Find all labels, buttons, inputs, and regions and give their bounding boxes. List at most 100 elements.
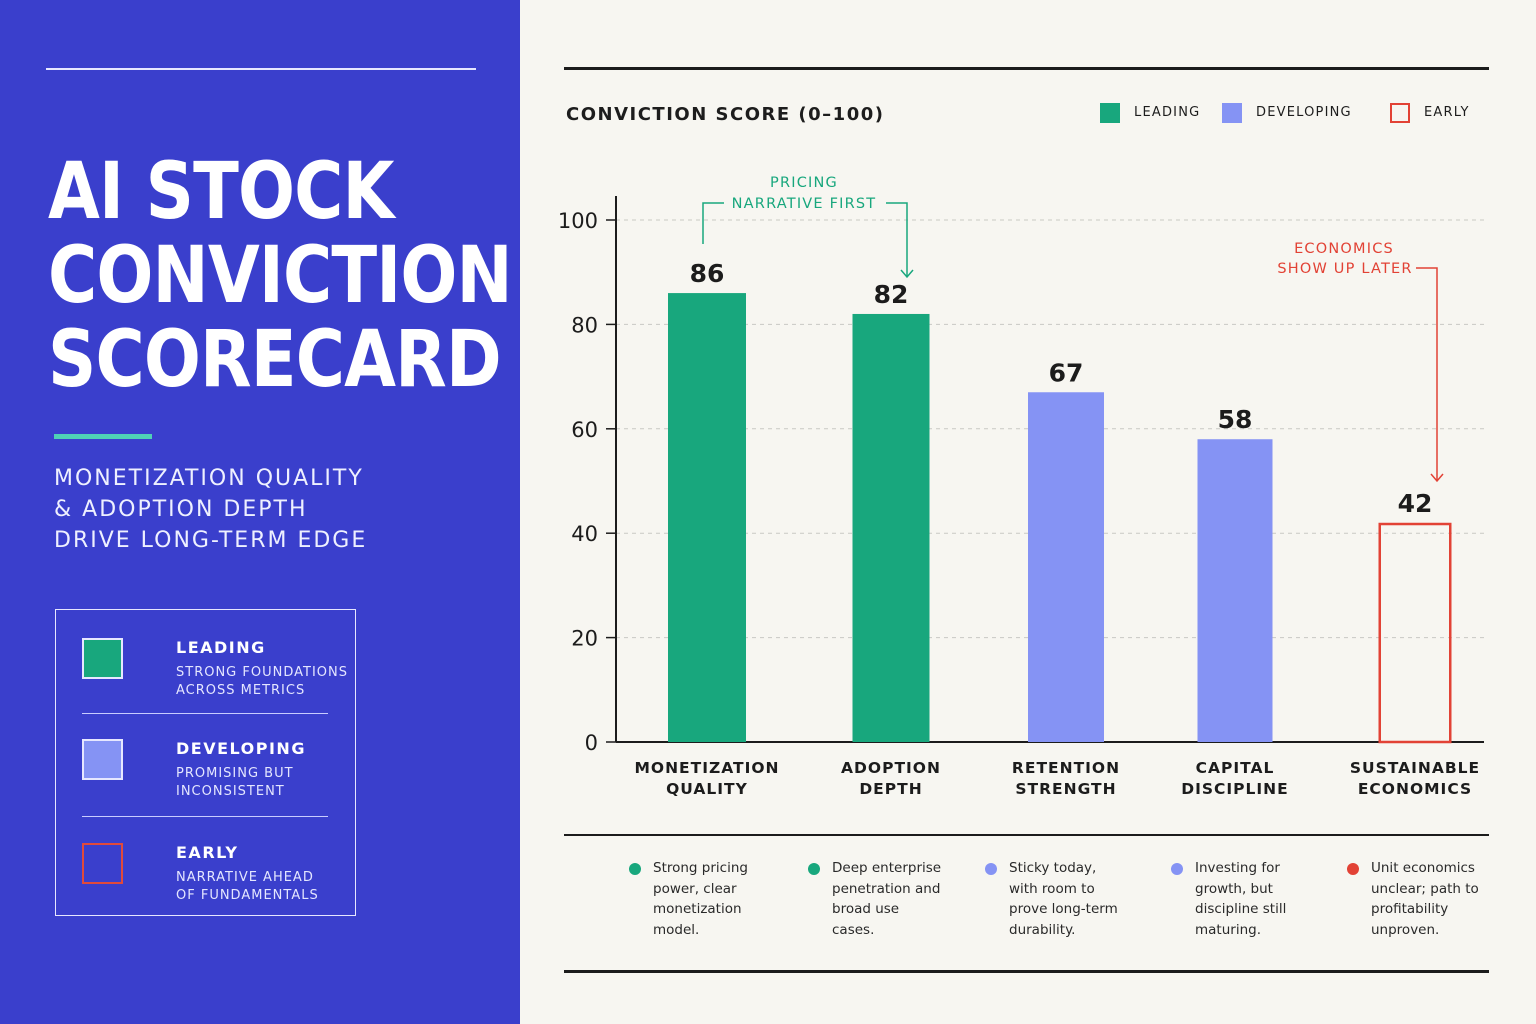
note-line: broad use: [832, 901, 900, 917]
y-tick-label: 0: [585, 731, 598, 755]
note-line: growth, but: [1195, 880, 1273, 897]
top-legend-label: EARLY: [1424, 105, 1470, 120]
note-line: profitability: [1371, 901, 1449, 917]
note-line: Strong pricing: [653, 860, 748, 876]
y-tick-label: 40: [571, 522, 598, 546]
data-label: 58: [1218, 405, 1253, 434]
developing-swatch: [82, 739, 123, 780]
data-label: 82: [874, 280, 909, 309]
legend-desc-line: NARRATIVE AHEAD: [176, 870, 314, 885]
x-tick-label: DEPTH: [859, 780, 922, 798]
chart-title: CONVICTION SCORE (0–100): [566, 104, 885, 125]
note-line: Deep enterprise: [832, 860, 942, 876]
annotation-text: NARRATIVE FIRST: [732, 196, 877, 212]
developing-swatch: [1222, 103, 1242, 123]
x-tick-label: RETENTION: [1012, 759, 1120, 777]
leading-swatch: [82, 638, 123, 679]
note-line: with room to: [1009, 880, 1095, 897]
legend-divider: [82, 713, 328, 714]
legend-item-early: EARLY NARRATIVE AHEAD OF FUNDAMENTALS: [82, 843, 332, 933]
note-line: penetration and: [832, 880, 941, 897]
note-line: discipline still: [1195, 901, 1287, 917]
note-text: Investing for growth, but discipline sti…: [1195, 858, 1286, 940]
note-line: durability.: [1009, 921, 1076, 938]
x-tick-label: CAPITAL: [1196, 759, 1275, 777]
note-line: monetization: [653, 901, 742, 917]
data-label: 86: [690, 259, 725, 288]
y-tick-label: 60: [571, 418, 598, 442]
annotation-arrow: [886, 202, 908, 276]
legend-item-leading: LEADING STRONG FOUNDATIONS ACROSS METRIC…: [82, 638, 347, 728]
early-swatch: [82, 843, 123, 884]
x-tick-label: DISCIPLINE: [1181, 780, 1289, 798]
annotation-arrowhead: [1430, 473, 1444, 483]
annotation-bracket: [702, 202, 724, 244]
note-line: unproven.: [1371, 921, 1440, 938]
y-tick-label: 80: [571, 313, 598, 337]
x-tick-label: QUALITY: [666, 780, 748, 798]
note-line: maturing.: [1195, 921, 1261, 938]
legend-divider: [82, 816, 328, 817]
legend-description: NARRATIVE AHEAD OF FUNDAMENTALS: [176, 869, 319, 905]
top-divider: [46, 68, 476, 70]
note-dot: [985, 863, 997, 875]
legend-desc-line: STRONG FOUNDATIONS: [176, 665, 348, 680]
x-tick-label: STRENGTH: [1015, 780, 1116, 798]
note-line: cases.: [832, 921, 875, 938]
data-label: 42: [1398, 489, 1433, 518]
y-tick-label: 20: [571, 627, 598, 651]
note-text: Deep enterprise penetration and broad us…: [832, 858, 941, 940]
bar: [1028, 392, 1104, 742]
x-tick-label: SUSTAINABLE: [1350, 759, 1480, 777]
accent-bar: [54, 434, 152, 439]
note-line: unclear; path to: [1371, 880, 1479, 897]
note-line: prove long-term: [1009, 901, 1118, 917]
notes-top-rule: [564, 834, 1489, 836]
legend-item-developing: DEVELOPING PROMISING BUT INCONSISTENT: [82, 739, 332, 829]
y-tick-label: 100: [558, 209, 598, 233]
data-label: 67: [1049, 358, 1084, 387]
notes-bottom-rule: [564, 970, 1489, 973]
annotation-arrow: [1416, 267, 1438, 480]
x-tick-label: ADOPTION: [841, 759, 941, 777]
legend-description: PROMISING BUT INCONSISTENT: [176, 765, 294, 801]
bar: [1378, 522, 1452, 744]
bar: [1197, 439, 1273, 742]
chart-top-rule: [564, 67, 1489, 70]
left-panel: AI STOCK CONVICTION SCORECARD MONETIZATI…: [0, 0, 520, 1024]
annotation-text: PRICING: [770, 175, 838, 191]
note-line: power, clear: [653, 880, 737, 897]
x-tick-label: MONETIZATION: [634, 759, 779, 777]
title-line: AI STOCK: [48, 147, 395, 237]
note-line: Investing for: [1195, 860, 1280, 876]
annotation-text: ECONOMICS: [1294, 241, 1394, 257]
x-tick-label: ECONOMICS: [1358, 780, 1472, 798]
top-legend-label: DEVELOPING: [1256, 105, 1352, 120]
early-swatch: [1390, 103, 1410, 123]
legend-label: DEVELOPING: [176, 739, 306, 758]
bar: [668, 293, 746, 742]
annotation-text: SHOW UP LATER: [1277, 261, 1412, 277]
note-dot: [808, 863, 820, 875]
note-line: model.: [653, 921, 700, 938]
note-line: Unit economics: [1371, 860, 1475, 876]
note-text: Sticky today, with room to prove long-te…: [1009, 858, 1118, 940]
legend-label: EARLY: [176, 843, 239, 862]
top-legend-label: LEADING: [1134, 105, 1201, 120]
legend-description: STRONG FOUNDATIONS ACROSS METRICS: [176, 664, 348, 700]
bar: [852, 313, 930, 742]
note-text: Strong pricing power, clear monetization…: [653, 858, 748, 940]
subtitle-line: DRIVE LONG-TERM EDGE: [54, 528, 368, 553]
note-line: Sticky today,: [1009, 860, 1097, 876]
subtitle-line: MONETIZATION QUALITY: [54, 466, 364, 491]
legend-desc-line: OF FUNDAMENTALS: [176, 888, 319, 903]
legend-desc-line: PROMISING BUT: [176, 766, 294, 781]
page-subtitle: MONETIZATION QUALITY & ADOPTION DEPTH DR…: [54, 463, 494, 556]
title-line: SCORECARD: [48, 315, 502, 405]
leading-swatch: [1100, 103, 1120, 123]
note-dot: [629, 863, 641, 875]
subtitle-line: & ADOPTION DEPTH: [54, 497, 308, 522]
note-dot: [1171, 863, 1183, 875]
legend-label: LEADING: [176, 638, 266, 657]
